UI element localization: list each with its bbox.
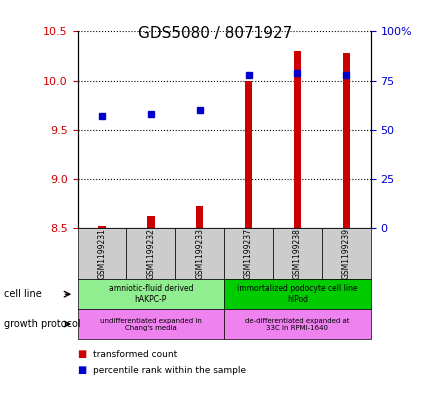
Text: percentile rank within the sample: percentile rank within the sample: [92, 366, 245, 375]
Text: GSM1199237: GSM1199237: [243, 228, 252, 279]
Text: amniotic-fluid derived
hAKPC-P: amniotic-fluid derived hAKPC-P: [108, 285, 193, 304]
Text: GSM1199232: GSM1199232: [146, 228, 155, 279]
Text: growth protocol: growth protocol: [4, 319, 81, 329]
Text: ■: ■: [77, 365, 86, 375]
Bar: [293, 51, 301, 228]
Text: immortalized podocyte cell line
hIPod: immortalized podocyte cell line hIPod: [237, 285, 357, 304]
Text: GSM1199239: GSM1199239: [341, 228, 350, 279]
Bar: [147, 216, 154, 228]
Bar: [196, 206, 203, 228]
Text: transformed count: transformed count: [92, 350, 176, 359]
Text: GSM1199231: GSM1199231: [97, 228, 106, 279]
Bar: [244, 81, 252, 228]
Text: GSM1199233: GSM1199233: [195, 228, 204, 279]
Bar: [98, 226, 105, 228]
Text: GSM1199238: GSM1199238: [292, 228, 301, 279]
Text: GDS5080 / 8071927: GDS5080 / 8071927: [138, 26, 292, 40]
Bar: [342, 53, 349, 228]
Text: cell line: cell line: [4, 289, 42, 299]
Text: de-differentiated expanded at
33C in RPMI-1640: de-differentiated expanded at 33C in RPM…: [245, 318, 349, 331]
Text: undifferentiated expanded in
Chang's media: undifferentiated expanded in Chang's med…: [100, 318, 201, 331]
Text: ■: ■: [77, 349, 86, 360]
